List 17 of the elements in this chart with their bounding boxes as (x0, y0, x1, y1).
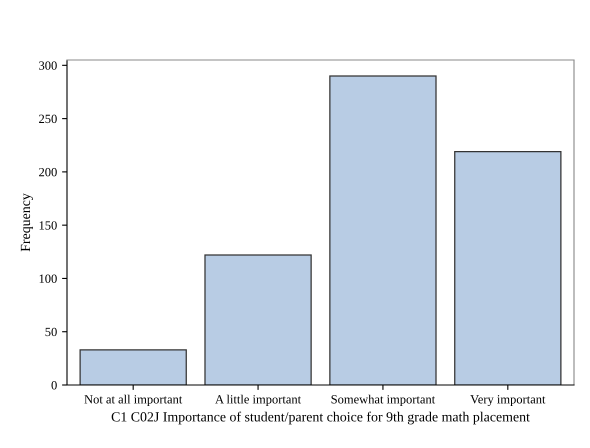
y-tick-label: 300 (39, 61, 57, 70)
bar (79, 349, 187, 385)
bar (204, 254, 312, 385)
x-tick-label: Somewhat important (332, 394, 436, 406)
bar (329, 75, 437, 385)
x-axis-title: C1 C02J Importance of student/parent choice for 9th grade math placement (112, 412, 530, 424)
y-axis-title: Frequency (20, 193, 33, 252)
y-tick-label: 250 (39, 114, 57, 124)
x-tick-label: Very important (470, 395, 546, 406)
y-tick-label: 0 (52, 381, 57, 390)
bar (454, 151, 562, 385)
y-tick-label: 150 (40, 221, 57, 230)
y-tick-label: 200 (39, 168, 57, 176)
x-tick-label: A little important (215, 394, 302, 406)
x-tick-label: Not at all important (84, 394, 182, 406)
y-tick-label: 100 (40, 274, 57, 283)
y-tick-label: 50 (46, 328, 57, 336)
